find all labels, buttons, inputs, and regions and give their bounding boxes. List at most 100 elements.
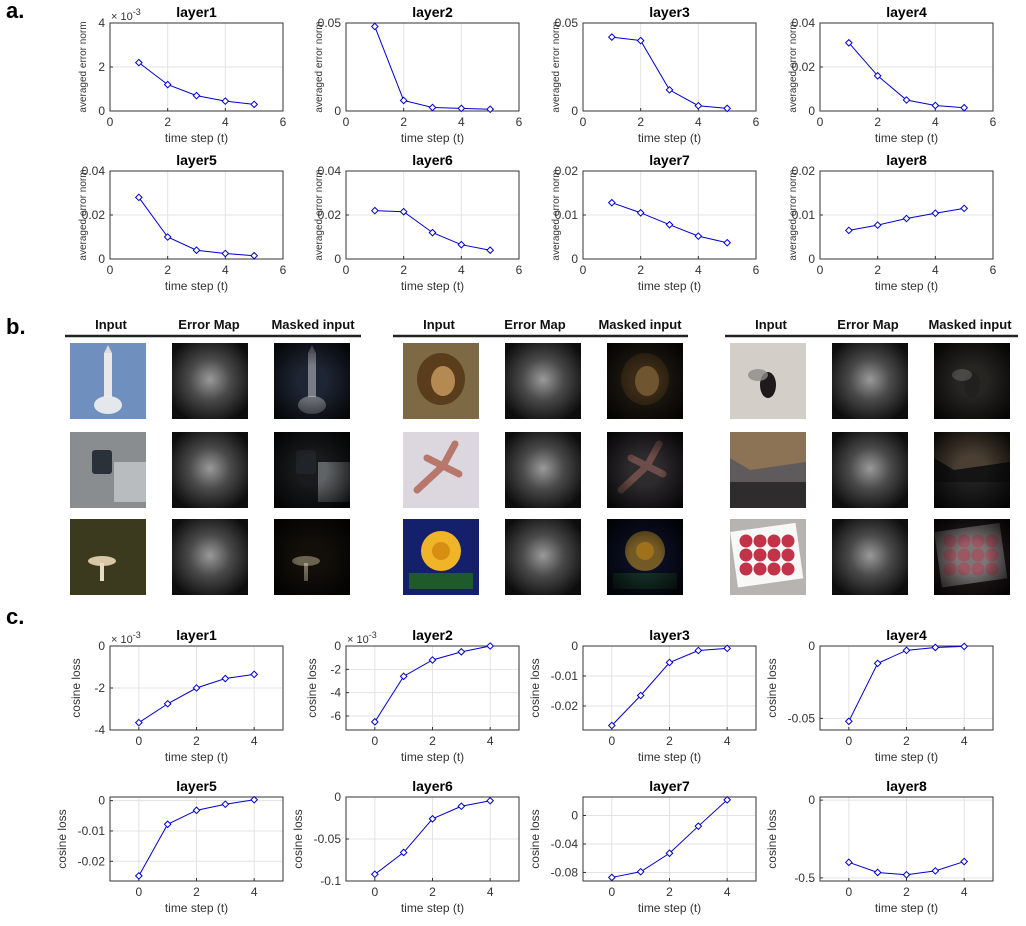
chart-title: layer7 — [649, 152, 690, 168]
data-point — [192, 684, 201, 692]
x-tick-label: 0 — [845, 734, 852, 748]
image-grid: Input Error Map Masked input Input Error Map… — [65, 317, 1018, 595]
data-point — [902, 870, 911, 879]
error-map — [505, 519, 581, 595]
y-axis-label: averaged error norm — [314, 21, 325, 112]
data-point — [399, 96, 408, 105]
y-tick-label: 0 — [571, 639, 578, 653]
data-point — [163, 80, 172, 89]
y-axis-label: averaged error norm — [78, 21, 89, 112]
masked-input — [607, 432, 683, 508]
data-point — [607, 873, 616, 882]
data-point — [694, 101, 703, 110]
y-tick-label: -2 — [330, 662, 341, 676]
data-point — [665, 658, 674, 667]
column-header: Error Map — [178, 317, 239, 332]
apple — [767, 562, 781, 576]
data-point — [607, 721, 616, 730]
data-point — [399, 672, 408, 681]
data-point — [723, 795, 732, 804]
x-tick-label: 2 — [164, 115, 171, 129]
input-image — [403, 432, 479, 508]
x-tick-label: 2 — [637, 263, 644, 277]
y-tick-label: -0.1 — [320, 874, 341, 888]
y-axis-label: cosine loss — [55, 809, 69, 868]
rose-center — [432, 542, 450, 560]
chart-title: layer2 — [412, 627, 453, 643]
y-tick-label: 0 — [571, 809, 578, 823]
data-point — [163, 233, 172, 241]
column-header: Input — [95, 317, 127, 332]
y-tick-label: 0 — [98, 794, 105, 808]
error-map-image — [832, 343, 908, 419]
data-point — [399, 207, 408, 216]
data-point — [457, 104, 466, 113]
x-tick-label: 2 — [874, 115, 881, 129]
data-point — [250, 670, 259, 679]
masked-input — [274, 519, 350, 595]
data-point — [221, 97, 230, 106]
y-tick-label: 0.02 — [792, 60, 816, 74]
data-point — [960, 642, 969, 651]
y-tick-label: 0 — [808, 104, 815, 118]
chart-title: layer6 — [412, 152, 453, 168]
masked-input — [934, 343, 1010, 419]
x-tick-label: 2 — [874, 263, 881, 277]
y-tick-label: 0 — [334, 252, 341, 266]
y-tick-label: 0 — [808, 793, 815, 807]
data-point — [636, 691, 645, 700]
image-group-1: Input Error Map Masked input — [65, 317, 361, 595]
mushroom-stem — [100, 563, 104, 581]
x-tick-label: 6 — [280, 263, 287, 277]
y-tick-label: -2 — [94, 681, 105, 695]
chart-title: layer4 — [886, 4, 927, 20]
chart-title: layer1 — [176, 4, 217, 20]
x-tick-label: 0 — [107, 115, 114, 129]
y-tick-label: -4 — [94, 723, 105, 737]
x-tick-label: 4 — [458, 263, 465, 277]
x-tick-label: 4 — [724, 885, 731, 899]
x-tick-label: 4 — [487, 734, 494, 748]
y-axis-label: averaged error norm — [551, 21, 562, 112]
axis-multiplier: × 10-3 — [111, 630, 141, 646]
data-point — [931, 643, 940, 652]
chart-title: layer2 — [412, 4, 453, 20]
data-point — [134, 58, 143, 67]
data-point — [960, 857, 969, 866]
series-line — [374, 26, 491, 110]
chart-c-layer8: 0 2 4 -0.5 0 layer8 time step (t) cosine loss — [765, 778, 994, 915]
x-tick-label: 6 — [280, 115, 287, 129]
multiplier-exponent: -3 — [369, 630, 377, 640]
camera-housing — [92, 450, 112, 474]
image-group-2: Input Error Map Masked input — [393, 317, 688, 595]
column-header: Error Map — [504, 317, 565, 332]
x-tick-label: 6 — [516, 115, 523, 129]
data-point — [665, 849, 674, 858]
x-tick-label: 2 — [400, 115, 407, 129]
apple — [767, 548, 781, 562]
chart-title: layer1 — [176, 627, 217, 643]
data-point — [370, 870, 379, 879]
x-tick-label: 4 — [932, 115, 939, 129]
masked-input — [274, 343, 350, 419]
data-point — [457, 240, 466, 249]
y-tick-label: -0.05 — [314, 832, 342, 846]
x-tick-label: 4 — [487, 885, 494, 899]
multiplier-exponent: -3 — [133, 630, 141, 640]
mask-vignette — [607, 432, 683, 508]
data-point — [665, 85, 674, 94]
y-tick-label: 0.05 — [555, 16, 579, 30]
chart-title: layer3 — [649, 4, 690, 20]
x-tick-label: 0 — [845, 885, 852, 899]
chart-a-layer6: 0 2 4 6 0 0.02 0.04 layer6 time step (t) averaged… — [314, 152, 523, 293]
data-point — [192, 806, 201, 815]
y-tick-label: 0 — [98, 104, 105, 118]
data-point — [486, 105, 495, 114]
data-point — [873, 221, 882, 230]
data-point — [221, 800, 230, 809]
data-point — [694, 646, 703, 655]
x-axis-label: time step (t) — [165, 131, 228, 145]
chart-a-layer3: 0 2 4 6 0 0.05 layer3 time step (t) averaged err… — [551, 4, 760, 145]
chart-title: layer7 — [649, 778, 690, 794]
y-tick-label: 0.04 — [318, 164, 342, 178]
